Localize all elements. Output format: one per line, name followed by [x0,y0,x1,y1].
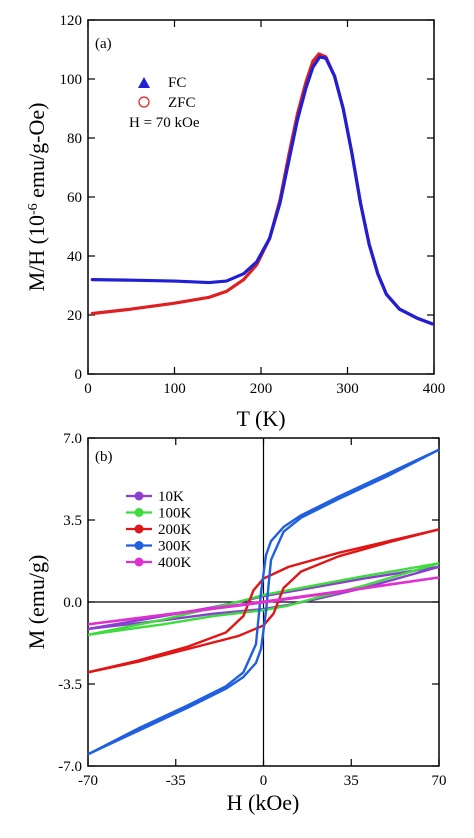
panel-b-ticks: -70 -35 0 35 70 -7.0 -3.5 0.0 3.5 7.0 [58,431,446,789]
legend-10k-marker [134,491,144,501]
loop-400k-lower-branch [87,576,440,626]
panel-a-y-tick-label: 60 [67,190,82,206]
legend-200k-label: 200K [158,522,192,538]
panel-a-x-axis-title: T (K) [236,406,285,431]
legend-zfc-label: ZFC [168,95,196,111]
panel-a-x-tick-label: 200 [250,381,273,397]
panel-a-label: (a) [95,36,112,52]
panel-a-x-tick-label: 100 [163,381,186,397]
panel-b-y-tick-label: 0.0 [63,595,82,611]
loop-200k-lower-branch [87,528,440,674]
panel-b-series [87,448,440,756]
legend-400k-marker [134,557,144,567]
panel-a-y-tick-label: 0 [75,367,83,383]
legend-100k-label: 100K [158,506,192,522]
legend-400k-label: 400K [158,555,192,571]
panel-b-y-tick-label: -3.5 [58,677,82,693]
panel-a-y-tick-label: 20 [67,308,82,324]
loop-100k-upper-branch [87,562,440,636]
y-title-suffix: emu/g-Oe) [24,103,49,198]
legend-field-note: H = 70 kOe [129,115,200,131]
y-title-prefix: M/H (10 [24,215,49,291]
panel-b-x-axis-title: H (kOe) [227,790,300,815]
panel-b-x-tick-label: 35 [344,773,359,789]
panel-a-legend: FC ZFC H = 70 kOe [129,75,200,131]
panel-b-y-tick-label: 3.5 [63,513,82,529]
legend-10k-label: 10K [158,489,184,505]
panel-a-y-tick-label: 40 [67,249,82,265]
panel-a-series [90,52,434,326]
panel-a: 0 100 200 300 400 0 20 40 60 80 100 120 (a) FC ZFC … [24,13,445,431]
legend-100k-marker [134,508,144,517]
panel-a-x-tick-label: 400 [423,381,446,397]
series-fc-line [90,55,434,326]
loop-300k-lower-branch [87,448,440,756]
panel-b-x-tick-label: -35 [166,773,186,789]
panel-a-y-axis-title: M/H (10-6 emu/g-Oe) [24,103,49,292]
panel-a-y-tick-label: 100 [60,72,83,88]
panel-a-y-tick-label: 120 [60,13,83,29]
panel-a-frame [87,19,435,375]
legend-fc-marker [138,77,150,88]
panel-b: -70 -35 0 35 70 -7.0 -3.5 0.0 3.5 7.0 (b) 10K100K… [24,431,447,815]
loop-300k-upper-branch [87,448,440,756]
legend-zfc-marker [138,96,150,108]
legend-200k-marker [134,524,144,534]
panel-b-y-tick-label: -7.0 [58,759,82,775]
panel-b-label: (b) [95,449,113,465]
panel-b-x-tick-label: 0 [260,773,268,789]
loop-200k-upper-branch [87,528,440,674]
panel-a-x-tick-label: 0 [84,381,92,397]
legend-300k-label: 300K [158,539,192,555]
panel-b-y-axis-title: M (emu/g) [24,555,49,650]
legend-fc-label: FC [168,75,186,91]
panel-a-y-tick-label: 80 [67,131,82,147]
panel-a-x-tick-label: 300 [336,381,359,397]
panel-a-ticks: 0 100 200 300 400 0 20 40 60 80 100 120 [60,13,446,397]
y-title-exponent: -6 [26,203,41,215]
panel-b-x-tick-label: 70 [432,773,447,789]
panel-b-x-tick-label: -70 [78,773,98,789]
panel-b-y-tick-label: 7.0 [63,431,82,447]
legend-300k-marker [134,541,144,550]
